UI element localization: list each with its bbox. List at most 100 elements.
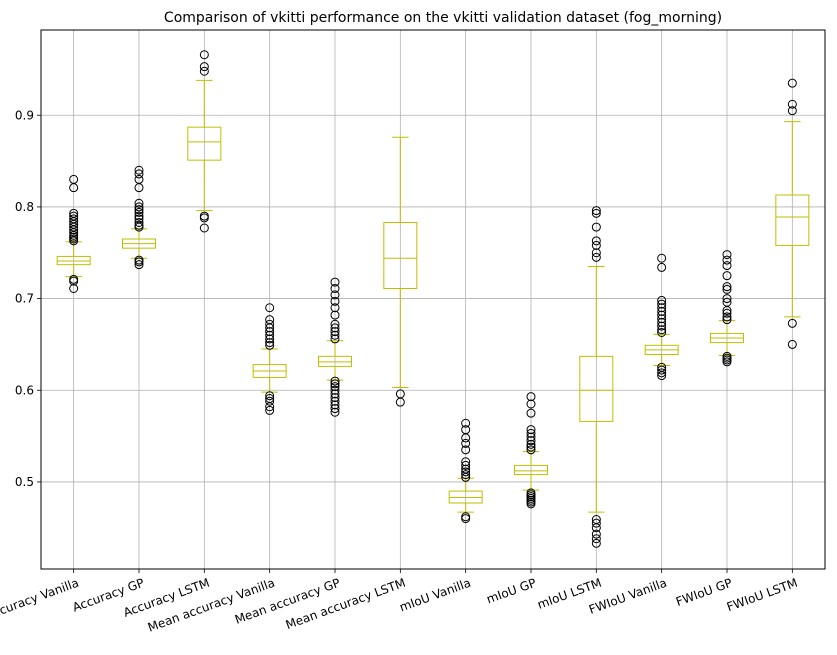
outlier-point <box>591 248 601 258</box>
outlier-point <box>461 512 471 522</box>
outlier-point <box>330 334 340 344</box>
outlier-point <box>265 405 275 415</box>
outlier-point <box>657 368 667 378</box>
y-axis: 0.5 0.6 0.7 0.8 0.9 <box>15 108 41 489</box>
outlier-point <box>265 334 275 344</box>
plot-frame <box>40 29 826 570</box>
outlier-point <box>330 296 340 306</box>
outlier-point <box>657 262 667 272</box>
y-tick-label: 0.5 <box>15 475 34 489</box>
outlier-point <box>526 442 536 452</box>
outlier-point <box>461 438 471 448</box>
outlier-point <box>657 310 667 320</box>
outlier-point <box>657 328 667 337</box>
outlier-point <box>526 488 536 498</box>
box-iqr <box>383 222 418 289</box>
x-tick-label: FWIoU LSTM <box>725 576 800 615</box>
outlier-point <box>265 394 275 403</box>
outlier-point <box>591 236 601 246</box>
outlier-point <box>526 436 536 446</box>
chart-title: Comparison of vkitti performance on the … <box>164 10 722 26</box>
box-iqr <box>187 126 222 161</box>
outlier-point <box>330 404 340 414</box>
outlier-point <box>199 211 209 221</box>
outlier-point <box>265 315 275 325</box>
outlier-point <box>657 321 667 331</box>
outlier-point <box>134 202 144 212</box>
box-layer <box>56 79 810 513</box>
outlier-point <box>265 338 275 348</box>
outlier-point <box>330 376 340 386</box>
outlier-point <box>722 282 732 292</box>
outlier-point <box>591 252 601 262</box>
x-tick-label: mIoU GP <box>485 576 538 607</box>
outlier-point <box>330 303 340 313</box>
outlier-point <box>134 214 144 224</box>
outlier-point <box>657 325 667 335</box>
outlier-point <box>722 261 732 271</box>
outlier-point <box>330 389 340 399</box>
x-tick-label: Accuracy Vanilla <box>0 576 81 623</box>
outlier-point <box>526 399 536 409</box>
outlier-point <box>330 400 340 410</box>
grid-layer <box>41 30 825 569</box>
outlier-point <box>657 306 667 316</box>
outlier-point <box>787 339 797 349</box>
y-tick-label: 0.8 <box>15 200 34 214</box>
outlier-point <box>526 428 536 438</box>
outlier-point <box>787 99 797 109</box>
outlier-point <box>330 379 340 389</box>
outlier-point <box>134 218 144 227</box>
outlier-point <box>657 362 667 372</box>
outlier-point <box>69 284 79 293</box>
outlier-point <box>722 312 732 322</box>
outlier-point <box>134 220 144 230</box>
flier-layer <box>69 50 797 548</box>
outlier-point <box>722 315 732 325</box>
outlier-point <box>265 330 275 340</box>
outlier-point <box>591 206 601 216</box>
outlier-point <box>461 460 471 470</box>
y-tick-label: 0.7 <box>15 292 34 306</box>
outlier-point <box>722 351 732 361</box>
outlier-point <box>134 260 144 270</box>
outlier-point <box>591 515 601 524</box>
outlier-point <box>526 432 536 442</box>
outlier-point <box>69 174 79 184</box>
outlier-point <box>722 294 732 304</box>
outlier-point <box>526 445 536 455</box>
outlier-point <box>722 284 732 294</box>
outlier-point <box>265 303 275 313</box>
outlier-point <box>134 169 144 179</box>
outlier-point <box>461 457 471 467</box>
outlier-point <box>461 464 471 474</box>
outlier-point <box>69 274 79 284</box>
outlier-point <box>330 385 340 395</box>
outlier-point <box>134 174 144 184</box>
outlier-point <box>265 319 275 329</box>
outlier-point <box>330 382 340 392</box>
y-tick-label: 0.9 <box>15 108 34 122</box>
outlier-point <box>657 303 667 313</box>
outlier-point <box>330 407 340 417</box>
outlier-point <box>134 211 144 221</box>
outlier-point <box>591 538 601 548</box>
outlier-point <box>69 211 79 221</box>
outlier-point <box>461 467 471 477</box>
outlier-point <box>591 534 601 544</box>
outlier-point <box>722 250 732 260</box>
outlier-point <box>330 393 340 403</box>
outlier-point <box>461 445 471 455</box>
outlier-point <box>461 470 471 480</box>
outlier-point <box>395 389 405 399</box>
outlier-point <box>526 408 536 418</box>
outlier-point <box>199 50 209 60</box>
outlier-point <box>134 207 144 217</box>
outlier-point <box>526 392 536 402</box>
outlier-point <box>330 396 340 406</box>
outlier-point <box>199 62 209 72</box>
outlier-point <box>69 214 79 224</box>
outlier-point <box>199 66 209 76</box>
